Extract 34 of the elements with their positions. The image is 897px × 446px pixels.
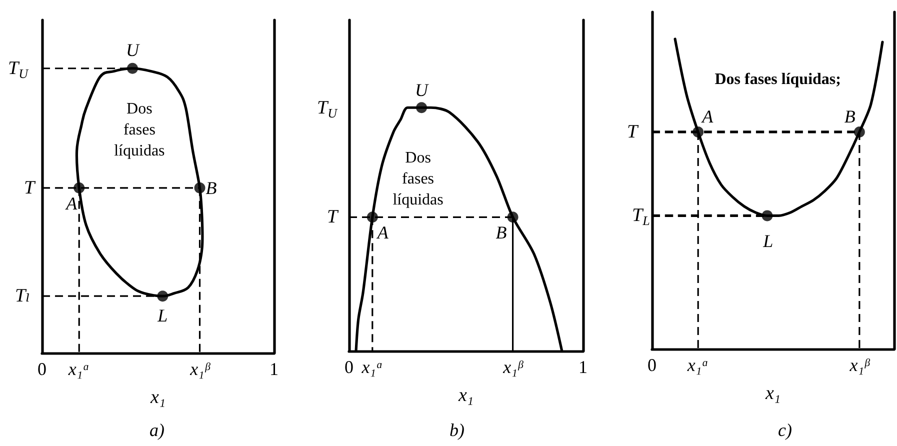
x-tick-label: x₁ᵅ — [686, 355, 709, 375]
text: c) — [778, 420, 792, 440]
x-tick-label: 1 — [270, 359, 278, 379]
x-tick-label: 0 — [648, 355, 656, 375]
annotation: Dos fases líquidas — [392, 149, 444, 208]
text: b) — [450, 420, 464, 440]
x-tick-label: x₁ᵝ — [189, 359, 212, 379]
annotation: T — [24, 177, 36, 198]
x-axis-title: x₁ — [764, 383, 781, 404]
annotation: T — [327, 206, 339, 228]
x-tick-label: 0 — [344, 357, 354, 377]
annotation: B — [496, 222, 507, 243]
x-axis-title: x₁ — [457, 385, 474, 406]
annotation: A — [65, 193, 78, 214]
x-tick-label: x₁ᵝ — [502, 357, 524, 377]
annotation: U — [126, 40, 140, 60]
annotation: B — [844, 106, 856, 126]
annotation: A — [376, 222, 390, 243]
x-tick-label: x₁ᵅ — [360, 357, 384, 377]
x-tick-label: x₁ᵅ — [67, 359, 90, 379]
annotation: A — [701, 106, 714, 126]
annotation: Tₗ — [15, 286, 30, 307]
annotation: U — [415, 80, 430, 100]
annotation: T — [627, 121, 639, 142]
x-tick-label: 1 — [578, 357, 588, 377]
text: a) — [150, 420, 164, 440]
annotation: Dos fases líquidas — [114, 100, 165, 160]
annotation: L — [762, 231, 774, 252]
annotation: B — [206, 178, 217, 198]
annotation: L — [156, 306, 168, 326]
x-tick-label: 0 — [38, 359, 46, 379]
x-axis-title: x₁ — [149, 387, 166, 408]
annotation: Dos fases líquidas; — [714, 70, 841, 88]
x-tick-label: x₁ᵝ — [848, 355, 871, 375]
